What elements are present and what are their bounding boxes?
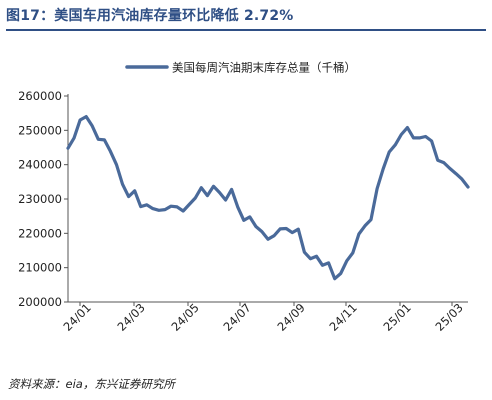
data-point [242,219,245,222]
data-point [72,136,76,140]
data-point [78,118,82,122]
data-point [424,135,427,138]
data-point [145,203,148,206]
data-point [103,138,106,142]
y-tick-label: 240000 [18,158,62,172]
data-point [303,251,306,254]
y-tick-label: 250000 [18,123,62,137]
chart-title: 图17：美国车用汽油库存量环比降低 2.72% [6,8,294,24]
data-point [363,224,367,227]
data-point [157,209,161,212]
data-point [436,159,439,162]
x-tick-label: 24/03 [114,300,147,333]
data-point [121,183,124,186]
data-point [248,215,251,219]
x-tick-label: 24/07 [220,300,253,333]
y-tick-label: 260000 [18,89,62,103]
data-point [412,136,415,140]
data-point [315,255,318,258]
series-line [66,114,470,281]
x-tick-label: 25/03 [432,300,465,333]
data-point [333,277,336,280]
data-point [97,138,100,141]
data-point [321,264,324,267]
data-point [406,126,409,129]
title-underline [6,29,486,31]
data-point [91,124,94,128]
legend: 美国每周汽油期末库存总量（千桶） [125,61,356,75]
data-point [151,207,154,210]
x-axis: 24/01 24/03 24/05 24/07 24/09 24/11 25/01 25/03 [60,300,468,334]
data-point [236,205,239,209]
data-point [206,194,209,197]
data-point [85,115,88,118]
data-point [200,186,203,189]
legend-label: 美国每周汽油期末库存总量（千桶） [172,61,356,75]
data-point [400,133,403,136]
data-point [127,195,130,198]
data-point [351,251,354,255]
data-point [272,234,276,237]
x-tick-label: 24/11 [326,300,359,333]
data-point [327,261,330,265]
data-point [375,187,379,190]
y-axis: 200000 210000 220000 230000 240000 250000 2600… [18,89,69,309]
y-tick-label: 230000 [18,192,62,206]
data-point [357,232,361,236]
data-point [115,163,118,166]
data-point [230,188,233,191]
data-point [278,227,282,231]
data-point [448,167,451,170]
data-point [297,228,300,231]
data-point [418,136,421,140]
data-point [266,238,270,241]
x-tick-label: 24/01 [60,300,93,333]
data-point [442,161,445,164]
data-point [175,205,179,209]
data-point [66,147,70,150]
data-point [194,196,197,200]
data-point [139,205,142,208]
data-point [382,167,385,170]
data-point [212,185,215,188]
data-point [345,259,348,262]
data-point [218,191,221,194]
data-point [394,143,397,146]
plot-area [66,114,470,281]
data-point [309,257,312,260]
data-point [430,139,433,143]
y-tick-label: 210000 [18,261,62,275]
data-point [460,177,464,181]
data-point [254,225,258,228]
data-point [182,209,185,213]
x-tick-label: 24/09 [274,300,307,333]
data-point [188,203,191,206]
data-point [109,150,112,153]
data-point [291,231,294,234]
y-tick-label: 220000 [18,226,62,240]
data-point [388,150,391,154]
x-tick-label: 25/01 [380,300,413,333]
data-point [133,189,136,192]
data-point [260,230,264,233]
data-point [163,208,167,211]
data-point [285,227,288,230]
data-point [369,218,373,221]
y-tick-label: 200000 [18,295,62,309]
data-point [224,198,227,202]
data-point [339,272,342,275]
data-point [466,185,470,189]
source-note: 资料来源：eia，东兴证券研究所 [8,377,175,391]
x-tick-label: 24/05 [168,300,201,333]
data-point [454,172,458,175]
data-point [169,205,173,208]
